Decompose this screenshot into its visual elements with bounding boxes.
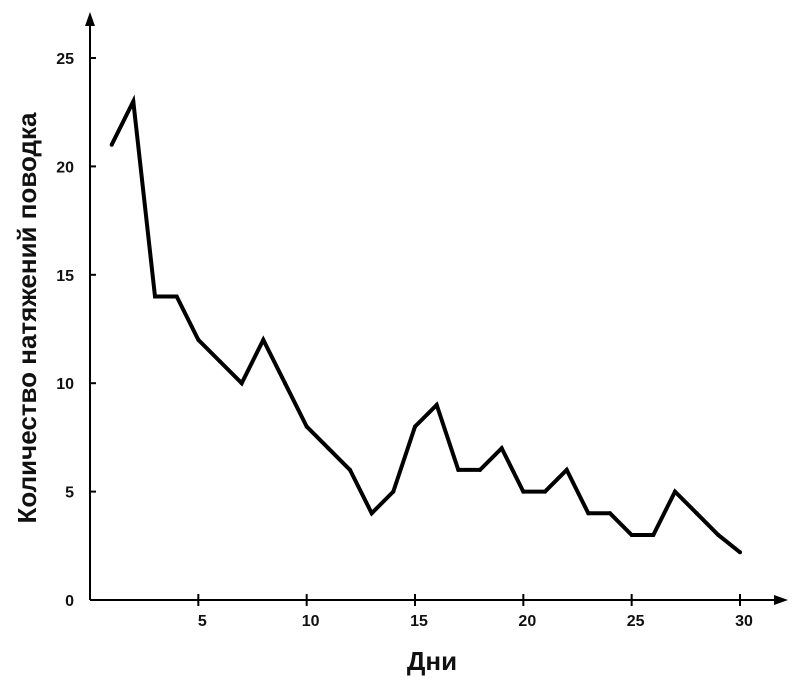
data-point bbox=[239, 381, 244, 386]
chart-axes bbox=[85, 12, 788, 605]
x-tick-label: 5 bbox=[198, 613, 207, 630]
data-point bbox=[348, 467, 352, 472]
data-point bbox=[521, 489, 526, 494]
x-tick-label: 25 bbox=[627, 613, 645, 630]
data-point bbox=[478, 467, 482, 472]
data-point bbox=[564, 467, 569, 472]
data-point bbox=[434, 402, 439, 407]
data-point bbox=[326, 446, 331, 451]
x-tick-label: 20 bbox=[518, 613, 536, 630]
data-point bbox=[413, 424, 417, 429]
data-point bbox=[738, 550, 742, 555]
data-point bbox=[153, 294, 157, 299]
x-tick-label: 10 bbox=[302, 613, 320, 630]
y-tick-label: 25 bbox=[56, 51, 74, 68]
y-tick-label: 10 bbox=[56, 376, 74, 393]
data-point bbox=[694, 511, 699, 516]
y-tick-label: 20 bbox=[56, 159, 74, 176]
data-point bbox=[499, 446, 504, 451]
data-point bbox=[131, 99, 136, 104]
series-layer bbox=[109, 94, 742, 555]
y-tick-label: 0 bbox=[65, 593, 74, 610]
data-point bbox=[283, 381, 287, 386]
data-point bbox=[174, 294, 179, 299]
data-point bbox=[586, 511, 591, 516]
data-point bbox=[369, 511, 374, 516]
data-point bbox=[391, 489, 396, 494]
y-axis-title: Количество натяжений поводка bbox=[12, 112, 42, 524]
x-axis-arrowhead bbox=[774, 595, 788, 605]
data-point bbox=[261, 337, 266, 342]
data-point bbox=[673, 489, 677, 494]
x-axis-ticks: 5 10 15 20 25 30 bbox=[197, 594, 753, 630]
series-line bbox=[109, 94, 742, 554]
data-point bbox=[456, 467, 461, 472]
y-tick-label: 5 bbox=[65, 485, 74, 502]
y-axis-ticks: 0 5 10 15 20 25 bbox=[56, 51, 96, 610]
data-point bbox=[629, 533, 634, 537]
data-point bbox=[304, 424, 309, 429]
x-axis-title: Дни bbox=[407, 646, 457, 676]
y-axis-arrowhead bbox=[85, 12, 95, 26]
x-tick-label: 30 bbox=[735, 613, 753, 630]
data-point bbox=[651, 533, 656, 537]
y-tick-label: 15 bbox=[56, 268, 74, 285]
data-point bbox=[109, 142, 114, 147]
data-point bbox=[716, 533, 721, 537]
data-point bbox=[608, 511, 612, 516]
data-point bbox=[218, 359, 222, 364]
x-tick-label: 15 bbox=[410, 613, 428, 630]
data-point bbox=[196, 337, 201, 342]
data-point bbox=[543, 489, 547, 494]
